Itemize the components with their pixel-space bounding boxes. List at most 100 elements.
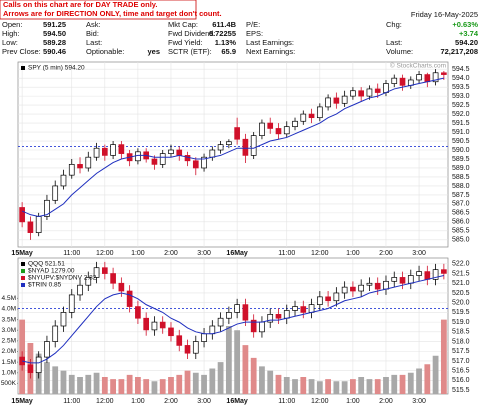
- candle-body: [350, 286, 356, 292]
- candle-body: [192, 160, 199, 169]
- volume-tick-label: 4.0M: [2, 306, 16, 313]
- volume-bar: [68, 374, 75, 394]
- quote-value: 589.28: [43, 38, 66, 47]
- volume-bar: [135, 377, 141, 394]
- quote-label: Last:: [386, 38, 402, 47]
- quote-label: Chg:: [386, 20, 402, 29]
- y-tick-label: 518.0: [452, 338, 470, 345]
- volume-bar: [416, 368, 422, 394]
- y-tick-label: 520.0: [452, 300, 470, 307]
- x-tick-label: 11:00: [278, 398, 295, 405]
- candle-body: [101, 147, 108, 156]
- volume-tick-label: 1.0M: [2, 369, 16, 376]
- volume-tick-label: 3.0M: [2, 327, 16, 334]
- candle-body: [234, 127, 240, 140]
- candle-body: [333, 292, 340, 302]
- y-tick-label: 518.5: [452, 329, 470, 336]
- x-tick-label: 2:00: [379, 250, 393, 257]
- volume-bar: [201, 374, 207, 394]
- candle-body: [283, 126, 290, 135]
- x-tick-label: 15May: [11, 250, 33, 257]
- volume-bar: [292, 379, 298, 394]
- y-tick-label: 592.5: [452, 102, 470, 109]
- y-tick-label: 588.0: [452, 183, 470, 190]
- candle-body: [300, 306, 307, 313]
- quote-label: EPS:: [246, 29, 263, 38]
- volume-tick-label: 500K: [1, 380, 17, 387]
- y-tick-label: 522.0: [452, 261, 470, 268]
- candle-body: [300, 113, 307, 122]
- x-tick-label: 11:00: [63, 250, 80, 257]
- x-tick-label: 16May: [226, 250, 248, 257]
- legend-entry: $TRIN 0.85: [28, 282, 62, 289]
- y-tick-label: 594.0: [452, 75, 470, 82]
- candle-body: [44, 199, 50, 217]
- candle-body: [308, 304, 315, 313]
- candle-body: [143, 317, 150, 331]
- quote-label: Next Earnings:: [246, 47, 295, 56]
- candle-body: [52, 325, 59, 342]
- candle-body: [110, 273, 116, 284]
- candle-body: [333, 97, 340, 104]
- volume-bar: [399, 374, 406, 394]
- volume-bar: [209, 368, 216, 394]
- volume-bar: [143, 379, 150, 394]
- candle-body: [151, 321, 158, 331]
- candle-body: [168, 327, 174, 337]
- volume-bar: [192, 372, 199, 394]
- candle-body: [85, 277, 92, 286]
- quote-label: SCTR (ETF):: [168, 47, 212, 56]
- volume-bar: [391, 374, 398, 394]
- quote-value: yes: [147, 47, 160, 56]
- volume-bar: [101, 377, 108, 394]
- candle-body: [374, 88, 381, 93]
- candle-body: [259, 321, 265, 333]
- x-tick-label: 12:00: [96, 250, 114, 257]
- quote-label: Ask:: [86, 20, 101, 29]
- candle-body: [275, 313, 282, 319]
- y-tick-label: 520.5: [452, 290, 470, 297]
- quote-label: Bid:: [86, 29, 99, 38]
- candle-body: [135, 306, 141, 319]
- candle-body: [424, 74, 431, 83]
- x-tick-label: 3:00: [197, 250, 211, 257]
- legend-swatch: [21, 262, 25, 266]
- y-tick-label: 589.5: [452, 156, 470, 163]
- x-tick-label: 1:00: [131, 398, 145, 405]
- candle-body: [151, 158, 158, 165]
- x-tick-label: 3:00: [412, 398, 426, 405]
- volume-bar: [333, 381, 340, 394]
- y-tick-label: 516.5: [452, 368, 470, 375]
- candle-body: [308, 113, 315, 119]
- candle-body: [399, 277, 406, 284]
- candle-body: [77, 164, 83, 169]
- volume-bar: [118, 379, 125, 394]
- quote-label: Last Earnings:: [246, 38, 294, 47]
- volume-bar: [159, 379, 166, 394]
- quote-label: Volume:: [386, 47, 413, 56]
- y-tick-label: 515.5: [452, 387, 470, 394]
- y-tick-label: 519.5: [452, 309, 470, 316]
- x-tick-label: 1:00: [131, 250, 145, 257]
- candle-body: [176, 149, 183, 156]
- candle-body: [217, 144, 224, 151]
- volume-bar: [275, 374, 282, 394]
- quote-value: 590.46: [43, 47, 66, 56]
- volume-bar: [283, 377, 290, 394]
- candle-body: [316, 106, 323, 119]
- x-tick-label: 1:00: [346, 398, 360, 405]
- candle-body: [441, 269, 447, 274]
- quote-value: 594.50: [43, 29, 66, 38]
- candle-body: [118, 144, 125, 154]
- volume-bar: [440, 319, 447, 394]
- candle-body: [60, 312, 67, 327]
- volume-bar: [366, 379, 373, 394]
- candle-body: [325, 97, 331, 108]
- candle-body: [159, 321, 166, 329]
- volume-bar: [325, 379, 331, 394]
- candle-body: [341, 95, 348, 104]
- candle-body: [184, 345, 191, 354]
- candle-body: [366, 88, 373, 97]
